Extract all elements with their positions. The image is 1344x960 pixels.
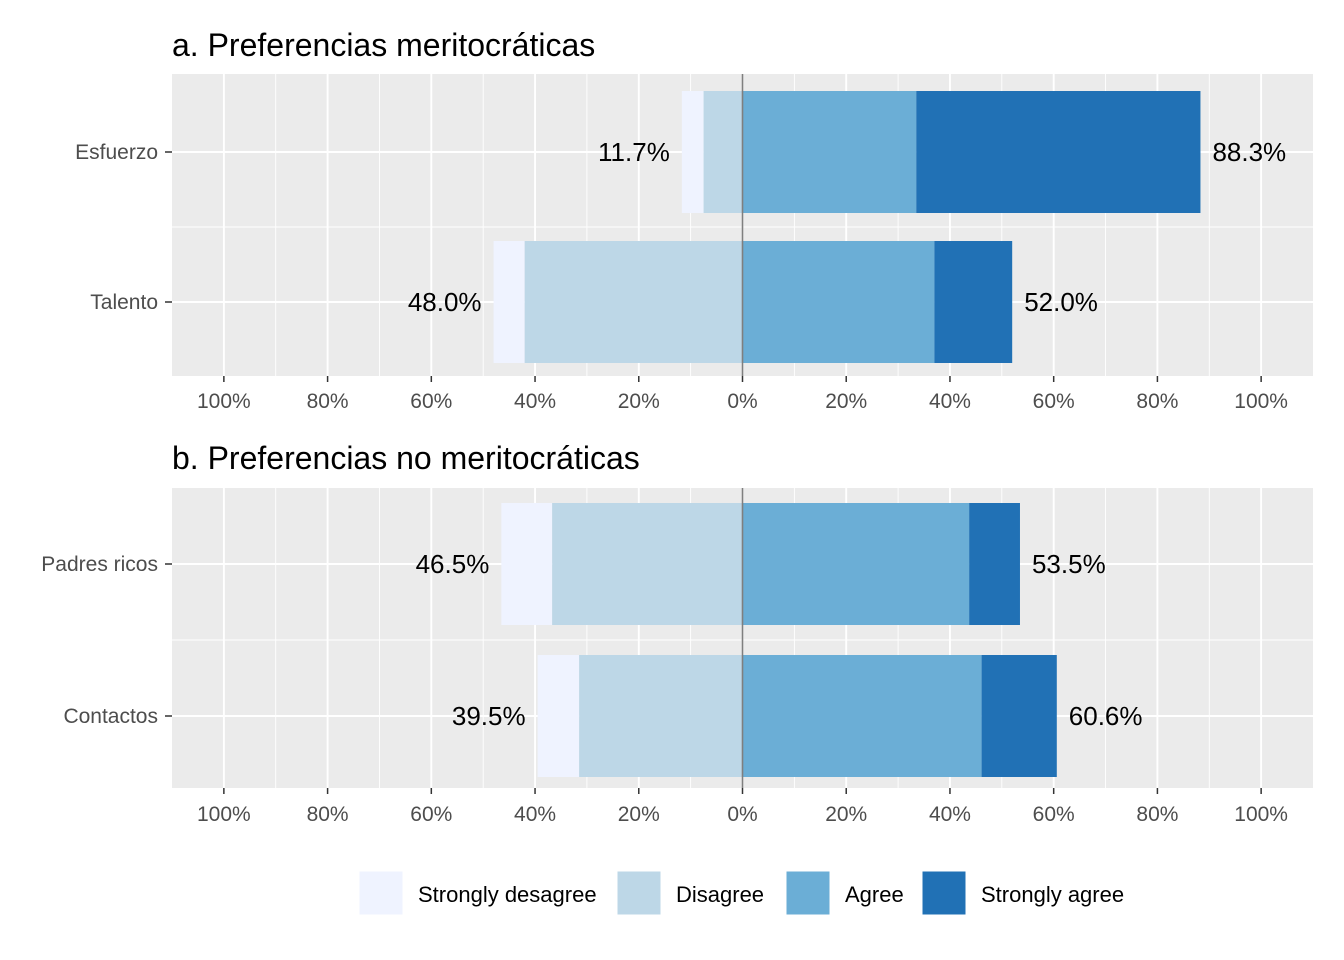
bar-padres-ricos-disagree — [552, 503, 743, 625]
category-label-contactos: Contactos — [63, 705, 158, 728]
x-tick-label: 80% — [1136, 803, 1178, 826]
legend-item-disagree: Disagree — [616, 870, 764, 916]
x-tick-label: 0% — [727, 390, 757, 413]
legend-item-strongly-desagree: Strongly desagree — [358, 870, 597, 916]
x-tick-label: 40% — [514, 390, 556, 413]
bar-contactos-disagree — [579, 655, 743, 777]
data-label-negative: 46.5% — [416, 549, 490, 579]
legend-label: Strongly agree — [981, 882, 1124, 907]
x-tick-label: 20% — [618, 390, 660, 413]
legend-key — [358, 870, 404, 916]
x-tick-label: 60% — [1033, 803, 1075, 826]
x-tick-label: 100% — [1234, 803, 1288, 826]
x-tick-label: 80% — [307, 803, 349, 826]
data-label-negative: 11.7% — [598, 137, 670, 167]
x-tick-label: 20% — [825, 390, 867, 413]
category-label-padres-ricos: Padres ricos — [41, 553, 158, 576]
bar-padres-ricos-strongly-desagree — [501, 503, 553, 625]
bar-padres-ricos-strongly-agree — [969, 503, 1020, 625]
category-label-talento: Talento — [90, 291, 158, 314]
category-label-esfuerzo: Esfuerzo — [75, 141, 158, 164]
panel-2: b. Preferencias no meritocráticas Padres … — [41, 440, 1313, 826]
bar-contactos-strongly-agree — [981, 655, 1057, 777]
data-label-positive: 52.0% — [1024, 287, 1098, 317]
data-label-positive: 88.3% — [1212, 137, 1286, 167]
x-tick-label: 20% — [825, 803, 867, 826]
data-label-positive: 53.5% — [1032, 549, 1106, 579]
bar-talento-strongly-agree — [934, 241, 1013, 363]
legend-key — [616, 870, 662, 916]
data-label-negative: 39.5% — [452, 701, 526, 731]
legend-label: Disagree — [676, 882, 764, 907]
x-tick-label: 60% — [410, 803, 452, 826]
x-tick-label: 40% — [929, 803, 971, 826]
bar-padres-ricos-agree — [742, 503, 970, 625]
legend-key — [785, 870, 831, 916]
bar-esfuerzo-strongly-agree — [916, 91, 1201, 213]
panels: a. Preferencias meritocráticas Esfuerzo 11… — [41, 27, 1313, 826]
legend-key — [921, 870, 967, 916]
bar-talento-strongly-desagree — [493, 241, 525, 363]
bar-talento-disagree — [524, 241, 743, 363]
panel-1: a. Preferencias meritocráticas Esfuerzo 11… — [75, 27, 1313, 413]
x-tick-label: 80% — [1136, 390, 1178, 413]
panel-title: a. Preferencias meritocráticas — [172, 27, 595, 63]
bar-contactos-strongly-desagree — [537, 655, 580, 777]
x-tick-label: 40% — [929, 390, 971, 413]
bar-contactos-agree — [742, 655, 982, 777]
bar-esfuerzo-disagree — [703, 91, 743, 213]
legend-item-strongly-agree: Strongly agree — [921, 870, 1124, 916]
x-tick-label: 100% — [197, 390, 251, 413]
bar-esfuerzo-strongly-desagree — [681, 91, 704, 213]
x-tick-label: 100% — [197, 803, 251, 826]
x-tick-label: 20% — [618, 803, 660, 826]
data-label-positive: 60.6% — [1069, 701, 1143, 731]
x-tick-label: 40% — [514, 803, 556, 826]
bar-talento-agree — [742, 241, 935, 363]
legend-label: Strongly desagree — [418, 882, 597, 907]
x-tick-label: 80% — [307, 390, 349, 413]
legend-item-agree: Agree — [785, 870, 904, 916]
panel-title: b. Preferencias no meritocráticas — [172, 440, 640, 476]
x-tick-label: 100% — [1234, 390, 1288, 413]
x-tick-label: 60% — [410, 390, 452, 413]
legend: Strongly desagree Disagree Agree Strongly a… — [358, 870, 1124, 916]
x-tick-label: 60% — [1033, 390, 1075, 413]
bar-esfuerzo-agree — [742, 91, 917, 213]
data-label-negative: 48.0% — [408, 287, 482, 317]
x-tick-label: 0% — [727, 803, 757, 826]
legend-label: Agree — [845, 882, 904, 907]
